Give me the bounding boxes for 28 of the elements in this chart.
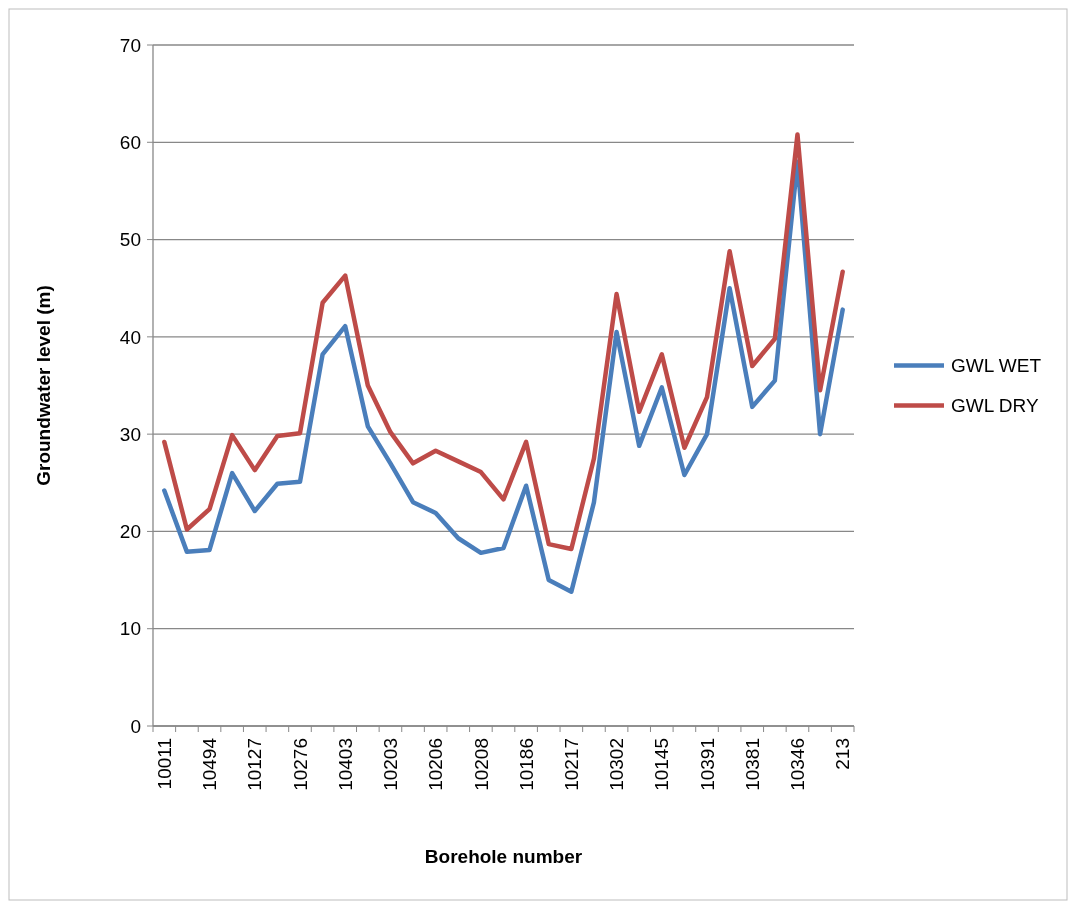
x-tick-label: 10403 <box>334 738 356 791</box>
y-tick-label: 0 <box>130 715 141 737</box>
x-tick-label: 10494 <box>199 737 221 791</box>
x-tick-label: 10391 <box>696 738 718 791</box>
y-tick-label: 70 <box>119 34 141 56</box>
legend-label: GWL WET <box>951 355 1042 377</box>
x-tick-label: 213 <box>832 738 854 770</box>
y-tick-label: 60 <box>119 131 141 153</box>
x-tick-label: 10011 <box>153 738 175 790</box>
legend-label: GWL DRY <box>951 395 1039 417</box>
y-tick-label: 50 <box>119 229 141 251</box>
x-tick-label: 10203 <box>380 738 402 791</box>
x-tick-label: 10206 <box>425 738 447 791</box>
x-tick-label: 10217 <box>560 738 582 791</box>
x-tick-label: 10381 <box>741 738 763 791</box>
x-tick-label: 10186 <box>515 738 537 791</box>
x-axis-title: Borehole number <box>424 846 583 867</box>
y-axis-title: Groundwater level (m) <box>33 285 54 486</box>
y-tick-label: 10 <box>119 618 141 640</box>
x-tick-label: 10302 <box>606 738 628 791</box>
y-tick-label: 30 <box>119 423 141 445</box>
y-tick-label: 20 <box>119 521 141 543</box>
x-tick-label: 10276 <box>289 738 311 791</box>
x-tick-label: 10127 <box>244 738 266 791</box>
x-tick-label: 10346 <box>787 738 809 791</box>
x-tick-label: 10145 <box>651 738 673 791</box>
x-tick-label: 10208 <box>470 738 492 791</box>
y-tick-label: 40 <box>119 326 141 348</box>
